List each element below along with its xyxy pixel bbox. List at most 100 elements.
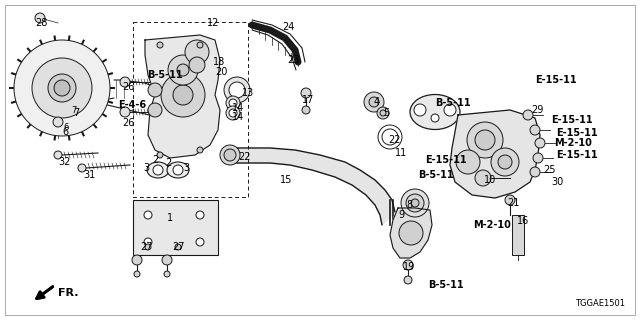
- Circle shape: [148, 103, 162, 117]
- Text: 18: 18: [213, 57, 225, 67]
- Circle shape: [157, 42, 163, 48]
- Text: E-15-11: E-15-11: [425, 155, 467, 165]
- Circle shape: [301, 88, 311, 98]
- Text: 22: 22: [388, 135, 401, 145]
- Circle shape: [229, 82, 245, 98]
- Circle shape: [377, 107, 389, 119]
- Circle shape: [54, 151, 62, 159]
- Circle shape: [414, 104, 426, 116]
- Circle shape: [153, 165, 163, 175]
- Circle shape: [411, 199, 419, 207]
- Text: 12: 12: [207, 18, 220, 28]
- Text: B-5-11: B-5-11: [428, 280, 463, 290]
- Circle shape: [456, 150, 480, 174]
- Text: 19: 19: [403, 262, 415, 272]
- Text: 6: 6: [63, 123, 68, 132]
- Polygon shape: [230, 148, 395, 225]
- Polygon shape: [145, 35, 220, 158]
- Circle shape: [224, 77, 250, 103]
- Text: B-5-11: B-5-11: [435, 98, 470, 108]
- Text: E-15-11: E-15-11: [535, 75, 577, 85]
- Circle shape: [148, 83, 162, 97]
- Circle shape: [53, 117, 63, 127]
- Text: 11: 11: [395, 148, 407, 158]
- Text: E-15-11: E-15-11: [556, 150, 598, 160]
- Circle shape: [189, 57, 205, 73]
- Text: 23: 23: [287, 55, 300, 65]
- Text: 26: 26: [122, 118, 134, 128]
- Circle shape: [399, 221, 423, 245]
- Ellipse shape: [147, 162, 169, 178]
- Text: B-5-11: B-5-11: [418, 170, 454, 180]
- Text: 21: 21: [507, 198, 520, 208]
- Text: 1: 1: [167, 213, 173, 223]
- Circle shape: [196, 211, 204, 219]
- Circle shape: [380, 110, 386, 116]
- Text: 32: 32: [58, 157, 70, 167]
- Text: TGGAE1501: TGGAE1501: [575, 299, 625, 308]
- Circle shape: [54, 80, 70, 96]
- Circle shape: [48, 74, 76, 102]
- Text: E-15-11: E-15-11: [556, 128, 598, 138]
- Circle shape: [475, 170, 491, 186]
- Text: E-4-6: E-4-6: [118, 100, 146, 110]
- Text: 8: 8: [406, 200, 412, 210]
- Circle shape: [14, 40, 110, 136]
- Text: 25: 25: [543, 165, 556, 175]
- Circle shape: [535, 138, 545, 148]
- Text: 27: 27: [140, 242, 152, 252]
- Text: 31: 31: [83, 170, 95, 180]
- Circle shape: [161, 73, 205, 117]
- Text: 14: 14: [232, 103, 244, 113]
- Bar: [133, 22, 248, 197]
- Circle shape: [302, 106, 310, 114]
- Circle shape: [162, 255, 172, 265]
- Circle shape: [168, 55, 198, 85]
- Circle shape: [467, 122, 503, 158]
- Circle shape: [229, 99, 237, 107]
- Text: 10: 10: [484, 175, 496, 185]
- Circle shape: [177, 64, 189, 76]
- Circle shape: [175, 244, 181, 250]
- Text: E-15-11: E-15-11: [551, 115, 593, 125]
- Polygon shape: [450, 110, 540, 198]
- Circle shape: [144, 211, 152, 219]
- Circle shape: [491, 148, 519, 176]
- Circle shape: [132, 255, 142, 265]
- Circle shape: [157, 152, 163, 158]
- Polygon shape: [390, 208, 432, 258]
- Circle shape: [32, 58, 92, 118]
- Circle shape: [364, 92, 384, 112]
- Circle shape: [404, 276, 412, 284]
- Text: M-2-10: M-2-10: [473, 220, 511, 230]
- Text: 3: 3: [143, 163, 149, 173]
- Circle shape: [120, 107, 130, 117]
- Text: 26: 26: [122, 82, 134, 92]
- Circle shape: [224, 149, 236, 161]
- Circle shape: [226, 106, 240, 120]
- Text: 22: 22: [238, 152, 250, 162]
- Text: 29: 29: [531, 105, 543, 115]
- Text: 9: 9: [398, 210, 404, 220]
- Text: 7: 7: [71, 106, 76, 115]
- Circle shape: [475, 130, 495, 150]
- Circle shape: [431, 114, 439, 122]
- Text: 17: 17: [302, 95, 314, 105]
- Circle shape: [145, 244, 151, 250]
- Text: 3: 3: [183, 163, 189, 173]
- Circle shape: [134, 271, 140, 277]
- Bar: [512, 215, 524, 255]
- Circle shape: [78, 164, 86, 172]
- Ellipse shape: [410, 94, 460, 130]
- Text: 4: 4: [374, 97, 380, 107]
- Circle shape: [369, 97, 379, 107]
- Circle shape: [197, 147, 203, 153]
- Circle shape: [401, 189, 429, 217]
- Text: 30: 30: [551, 177, 563, 187]
- Circle shape: [523, 110, 533, 120]
- Text: B-5-11: B-5-11: [147, 70, 182, 80]
- Circle shape: [530, 125, 540, 135]
- Circle shape: [229, 109, 237, 117]
- Text: M-2-10: M-2-10: [554, 138, 592, 148]
- Text: 7: 7: [73, 108, 79, 118]
